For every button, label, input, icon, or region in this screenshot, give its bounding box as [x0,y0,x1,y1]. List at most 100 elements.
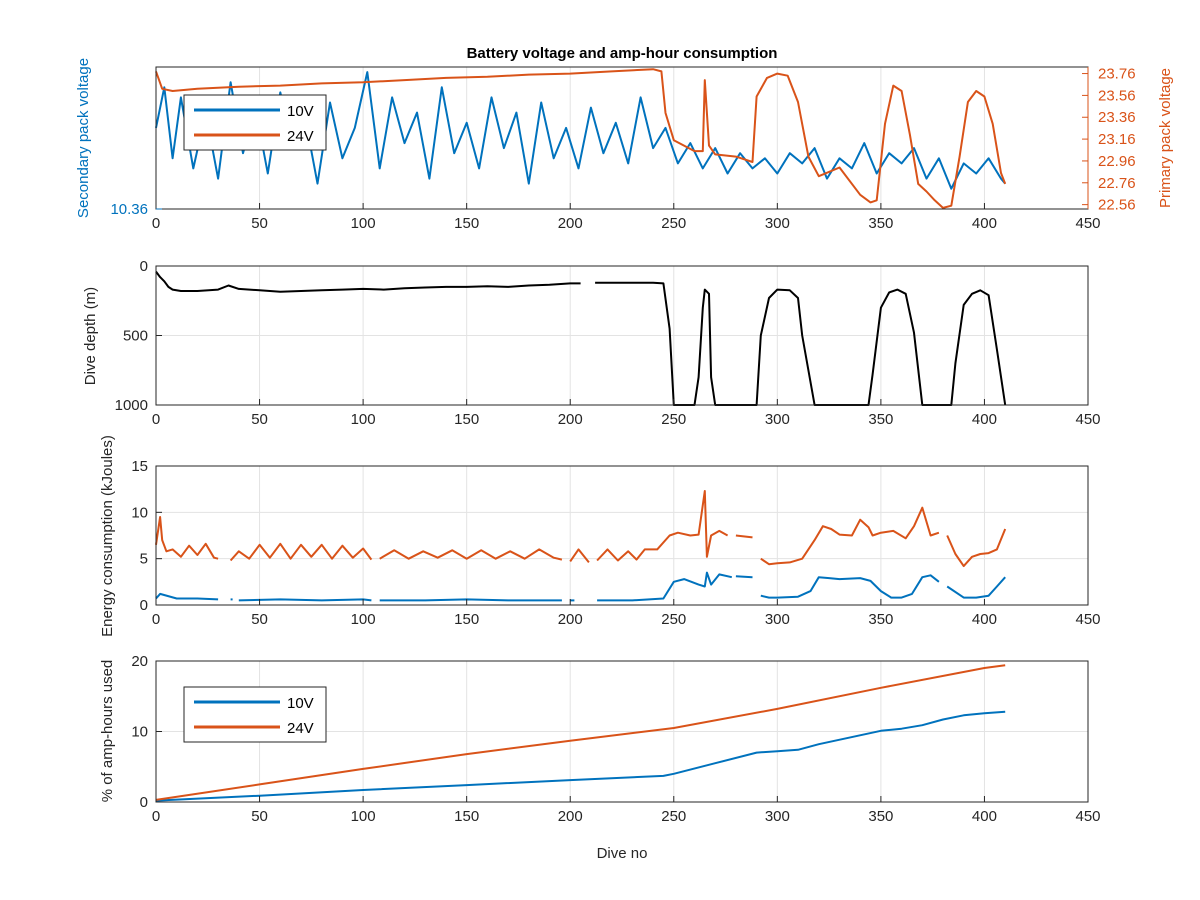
x-tick-label: 400 [972,215,997,232]
x-tick-label: 150 [454,411,479,428]
x-axis-label: Dive no [597,845,648,862]
amphours-x-ticks: 0 50 100 150 200 250 300 350 400 450 [152,796,1101,825]
y-tick-label: 500 [123,328,148,345]
x-tick-label: 400 [972,808,997,825]
series-line-24v [155,664,1006,801]
y-tick-label: 5 [140,551,148,568]
x-tick-label: 150 [454,808,479,825]
x-tick-label: 250 [661,411,686,428]
x-tick-label: 200 [558,611,583,628]
series-line-s0 [155,271,581,293]
y-tick-label: 10 [131,724,148,741]
series-line-24v [379,548,563,561]
amphours-legend-box [183,686,327,743]
x-tick-label: 200 [558,411,583,428]
x-tick-label: 450 [1075,808,1100,825]
x-tick-label: 0 [152,215,160,232]
energy-axes-box [155,465,1089,606]
y-tick-label: 0 [140,597,148,614]
x-tick-label: 0 [152,808,160,825]
amphours-y-ticks: 0 10 20 [131,653,162,811]
x-tick-label: 300 [765,411,790,428]
y-tick-label: 0 [140,794,148,811]
chart-title: Battery voltage and amp-hour consumption [467,45,778,62]
x-tick-label: 50 [251,611,268,628]
y-left-label: Secondary pack voltage [75,58,92,218]
x-tick-label: 400 [972,411,997,428]
series-line-10v [946,576,1006,599]
y-tick-label: 15 [131,458,148,475]
energy-series [155,490,1007,602]
x-tick-label: 150 [454,215,479,232]
series-line-10v [760,574,940,599]
series-line-24v [569,548,590,564]
x-tick-label: 450 [1075,611,1100,628]
energy-x-ticks: 0 50 100 150 200 250 300 350 400 450 [152,599,1101,628]
x-tick-label: 350 [868,611,893,628]
energy-subplot: 0 50 100 150 200 250 300 350 400 450 0 5 10 15 Energ… [99,435,1101,637]
y-right-tick-label: 23.16 [1098,131,1136,148]
voltage-subplot: 0 50 100 150 200 250 300 350 400 450 10.36 23.762… [75,45,1174,232]
voltage-legend-label-10v: 10V [287,103,314,120]
voltage-legend: 10V 24V [183,94,327,151]
amphours-subplot: 0 50 100 150 200 250 300 350 400 450 0 10 20 % of a… [99,653,1101,862]
energy-y-label: Energy consumption (kJoules) [99,435,116,637]
x-tick-label: 100 [351,808,376,825]
depth-subplot: 0 50 100 150 200 250 300 350 400 450 0 500 1000 Div… [82,258,1101,428]
voltage-legend-box [183,94,327,151]
x-tick-label: 250 [661,808,686,825]
voltage-legend-label-24v: 24V [287,128,314,145]
voltage-left-ticks: 10.36 [110,201,162,218]
x-tick-label: 100 [351,411,376,428]
y-left-tick-label: 10.36 [110,201,148,218]
series-line-10v [155,592,219,601]
y-tick-label: 10 [131,504,148,521]
series-line-24v [229,542,373,562]
x-tick-label: 50 [251,411,268,428]
x-tick-label: 300 [765,808,790,825]
x-tick-label: 200 [558,215,583,232]
energy-y-ticks: 0 5 10 15 [131,458,162,614]
amphours-series [155,664,1006,802]
x-tick-label: 350 [868,215,893,232]
y-right-label: Primary pack voltage [1157,68,1174,208]
depth-grid [156,266,1088,405]
x-tick-label: 250 [661,611,686,628]
series-line-10v [379,598,562,602]
depth-y-label: Dive depth (m) [82,287,99,385]
y-right-tick-label: 22.56 [1098,197,1136,214]
x-tick-label: 100 [351,215,376,232]
x-tick-label: 150 [454,611,479,628]
x-tick-label: 300 [765,611,790,628]
x-tick-label: 200 [558,808,583,825]
y-right-tick-label: 22.76 [1098,175,1136,192]
voltage-x-ticks: 0 50 100 150 200 250 300 350 400 450 [152,203,1101,232]
x-tick-label: 350 [868,808,893,825]
depth-y-ticks: 0 500 1000 [115,258,162,414]
series-line-24v [155,68,1007,209]
depth-x-ticks: 0 50 100 150 200 250 300 350 400 450 [152,399,1101,428]
series-line-24v [596,490,729,562]
y-right-tick-label: 22.96 [1098,153,1136,170]
series-line-24v [760,506,940,566]
x-tick-label: 350 [868,411,893,428]
x-tick-label: 50 [251,215,268,232]
amphours-legend-label-10v: 10V [287,695,314,712]
y-right-tick-label: 23.76 [1098,66,1136,83]
y-right-tick-label: 23.36 [1098,109,1136,126]
y-right-tick-label: 23.56 [1098,87,1136,104]
series-line-24v [155,516,219,560]
series-line-10v [597,571,733,602]
x-tick-label: 250 [661,215,686,232]
series-line-24v [735,534,753,539]
amphours-legend: 10V 24V [183,686,327,743]
amphours-y-label: % of amp-hours used [99,660,116,803]
x-tick-label: 100 [351,611,376,628]
voltage-right-ticks: 23.76 23.56 23.36 23.16 22.96 22.76 22.56 [1082,66,1136,214]
x-tick-label: 450 [1075,411,1100,428]
x-tick-label: 300 [765,215,790,232]
x-tick-label: 400 [972,611,997,628]
series-line-24v [946,528,1007,568]
